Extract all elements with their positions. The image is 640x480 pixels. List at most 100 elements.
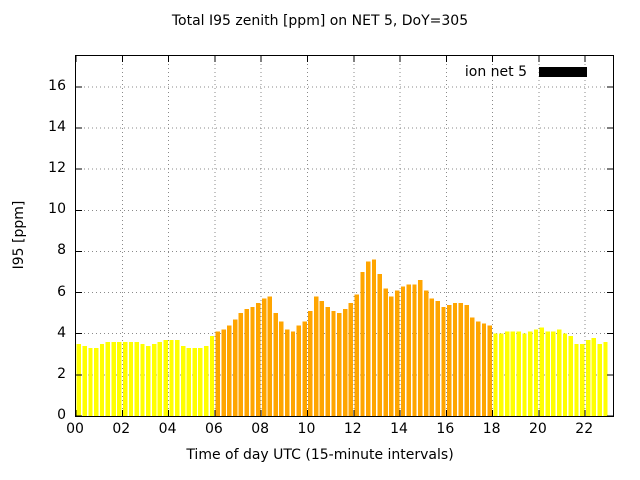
bar — [285, 329, 290, 416]
legend-swatch — [539, 67, 587, 77]
bar — [227, 325, 232, 416]
bar — [539, 327, 545, 416]
bar — [377, 274, 382, 416]
bar — [516, 331, 521, 416]
bar — [435, 300, 440, 416]
bar — [348, 302, 354, 416]
bar — [238, 313, 244, 416]
bar — [308, 311, 313, 416]
bar — [574, 344, 579, 416]
bar — [429, 298, 435, 416]
x-tick-label: 12 — [343, 421, 362, 437]
x-tick-label: 08 — [251, 421, 270, 437]
y-tick-label: 4 — [57, 324, 66, 341]
bar — [418, 280, 423, 416]
bar — [423, 290, 429, 416]
bar — [406, 284, 411, 416]
bar — [551, 331, 556, 416]
bar — [302, 321, 307, 416]
y-tick-label: 2 — [57, 365, 66, 382]
bar — [296, 325, 301, 416]
bar — [400, 286, 406, 416]
bar — [151, 344, 157, 416]
bar — [232, 319, 238, 416]
bar — [389, 296, 394, 416]
bar — [256, 302, 261, 416]
plot-area: ion net 5 — [75, 55, 614, 417]
bar — [510, 331, 516, 416]
bar — [412, 284, 417, 416]
bar — [528, 331, 533, 416]
y-tick-label: 14 — [48, 119, 66, 135]
bar — [493, 333, 498, 416]
bar — [117, 341, 122, 416]
bar — [146, 346, 151, 416]
bar — [157, 341, 163, 416]
bar — [192, 348, 197, 416]
x-tick-label: 16 — [436, 421, 455, 437]
bar — [319, 300, 325, 416]
bar — [180, 346, 186, 416]
x-tick-label: 02 — [112, 421, 131, 437]
bar — [140, 344, 145, 416]
bar — [481, 323, 487, 416]
bar — [290, 331, 296, 416]
bar — [99, 344, 105, 416]
bar — [371, 259, 377, 416]
bar-plot — [76, 56, 613, 416]
bar — [94, 348, 99, 416]
bar — [354, 294, 359, 416]
bar — [105, 341, 111, 416]
legend-label: ion net 5 — [464, 64, 527, 80]
bar — [366, 261, 371, 416]
y-tick-label: 8 — [57, 242, 66, 259]
bar — [250, 306, 255, 416]
x-tick-label: 14 — [390, 421, 408, 437]
bar — [175, 339, 180, 416]
bar — [464, 304, 469, 416]
bar — [591, 337, 597, 416]
bar — [128, 341, 134, 416]
bar — [499, 333, 504, 416]
bar — [221, 329, 226, 416]
bar — [504, 331, 510, 416]
x-tick-label: 04 — [158, 421, 177, 437]
bar — [337, 313, 342, 416]
bar — [458, 302, 464, 416]
bar — [360, 272, 365, 416]
bar — [522, 333, 527, 416]
bar — [244, 309, 249, 416]
bar — [273, 313, 278, 416]
x-tick-label: 18 — [482, 421, 501, 437]
x-axis-title: Time of day UTC (15-minute intervals) — [186, 447, 454, 463]
bar — [279, 321, 284, 416]
bar — [475, 321, 481, 416]
y-tick-label: 16 — [48, 77, 66, 94]
x-tick-label: 22 — [575, 421, 594, 437]
bar — [204, 346, 209, 416]
bar — [447, 304, 452, 416]
bar — [76, 344, 82, 416]
bar — [331, 311, 336, 416]
bar — [209, 335, 215, 416]
bar — [88, 348, 93, 416]
bar — [533, 329, 539, 416]
bar — [562, 333, 568, 416]
bar — [134, 341, 139, 416]
bar — [122, 341, 128, 416]
bar — [441, 306, 446, 416]
y-tick-label: 6 — [57, 283, 66, 300]
y-tick-label: 10 — [48, 201, 66, 218]
x-tick-label: 00 — [66, 421, 84, 437]
bar — [215, 331, 220, 416]
bar — [383, 288, 388, 416]
y-axis-title: I95 [ppm] — [11, 200, 27, 270]
bar — [394, 290, 400, 416]
bar — [111, 341, 116, 416]
bar — [163, 339, 168, 416]
bar — [603, 341, 608, 416]
bar — [568, 335, 573, 416]
bar — [470, 317, 475, 416]
bar — [169, 339, 174, 416]
